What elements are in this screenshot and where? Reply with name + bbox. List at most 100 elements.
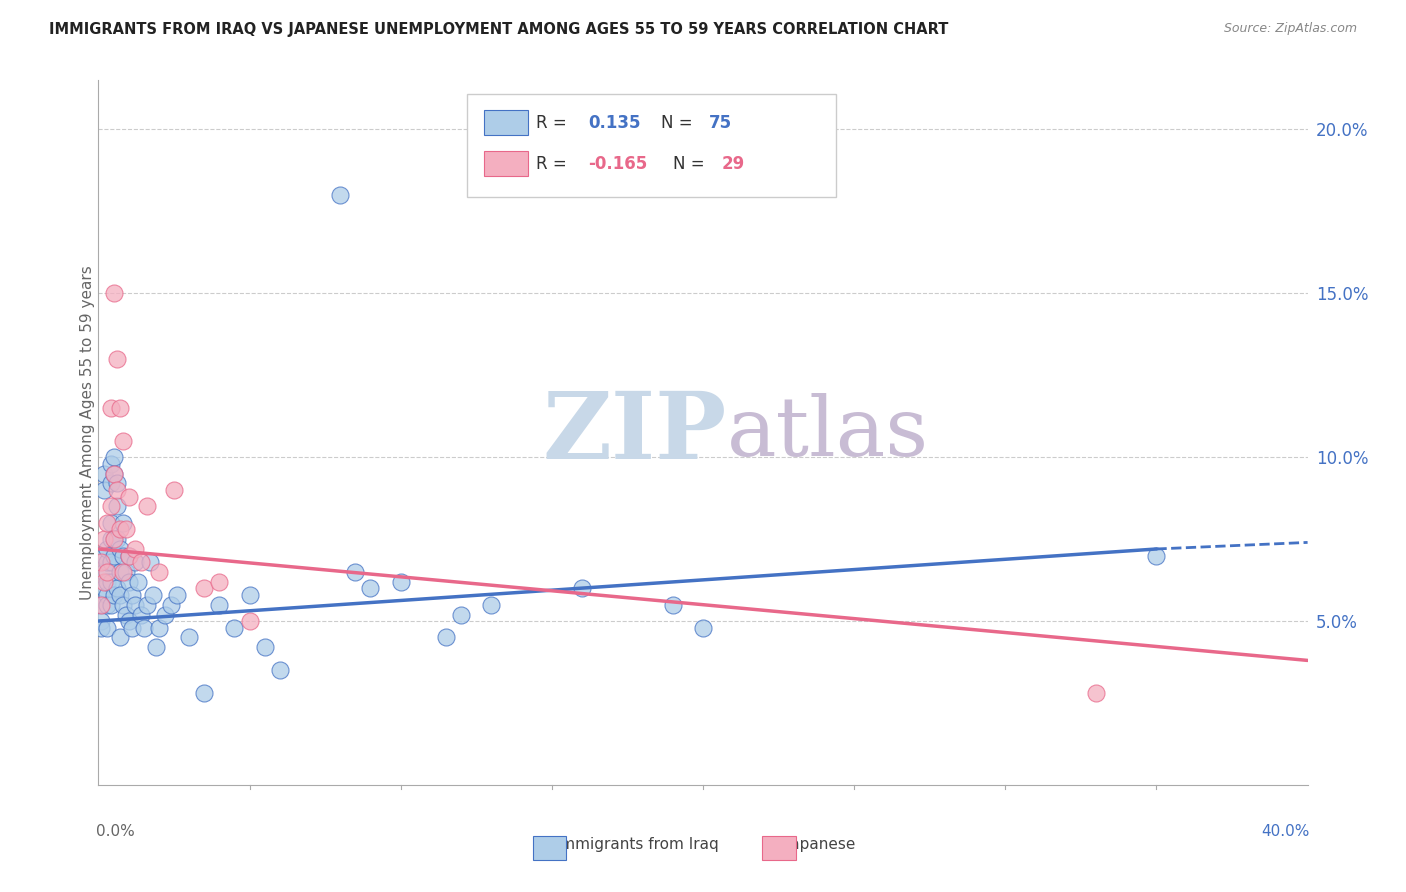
Point — [96, 555, 118, 569]
Point — [93, 532, 115, 546]
Point — [450, 607, 472, 622]
Text: N =: N = — [672, 155, 710, 173]
Point — [121, 588, 143, 602]
Point — [111, 549, 134, 563]
Point — [224, 621, 246, 635]
Point — [108, 522, 131, 536]
Point — [105, 351, 128, 366]
Point — [160, 598, 183, 612]
Point — [103, 532, 125, 546]
Point — [135, 500, 157, 514]
Text: 29: 29 — [721, 155, 744, 173]
Point — [103, 467, 125, 481]
Point — [142, 588, 165, 602]
Point — [96, 565, 118, 579]
Point — [108, 541, 131, 556]
Point — [434, 631, 457, 645]
Point — [135, 598, 157, 612]
Point — [90, 598, 112, 612]
Point — [108, 401, 131, 415]
Point — [111, 598, 134, 612]
FancyBboxPatch shape — [467, 95, 837, 196]
Text: ZIP: ZIP — [543, 388, 727, 477]
Point — [692, 621, 714, 635]
Point — [661, 598, 683, 612]
Point — [103, 549, 125, 563]
FancyBboxPatch shape — [484, 110, 527, 136]
Point — [269, 663, 291, 677]
Point — [90, 621, 112, 635]
Point — [100, 401, 122, 415]
Point — [239, 614, 262, 628]
Point — [105, 582, 128, 596]
Point — [127, 574, 149, 589]
Point — [103, 532, 125, 546]
Point — [100, 532, 122, 546]
Point — [90, 614, 112, 628]
Point — [103, 450, 125, 465]
Point — [111, 516, 134, 530]
Point — [208, 574, 231, 589]
Text: 0.0%: 0.0% — [96, 823, 135, 838]
Point — [132, 621, 155, 635]
Point — [239, 588, 262, 602]
Point — [103, 467, 125, 481]
Point — [105, 532, 128, 546]
Text: R =: R = — [536, 114, 572, 132]
Point — [571, 582, 593, 596]
Point — [329, 188, 352, 202]
Point — [179, 631, 201, 645]
Point — [148, 621, 170, 635]
Point — [100, 574, 122, 589]
Point — [96, 574, 118, 589]
Point — [124, 598, 146, 612]
Point — [253, 640, 276, 655]
Text: atlas: atlas — [727, 392, 929, 473]
Text: IMMIGRANTS FROM IRAQ VS JAPANESE UNEMPLOYMENT AMONG AGES 55 TO 59 YEARS CORRELAT: IMMIGRANTS FROM IRAQ VS JAPANESE UNEMPLO… — [49, 22, 949, 37]
Point — [360, 582, 382, 596]
Point — [90, 598, 112, 612]
Point — [118, 614, 141, 628]
Y-axis label: Unemployment Among Ages 55 to 59 years: Unemployment Among Ages 55 to 59 years — [80, 265, 94, 600]
Point — [118, 549, 141, 563]
Point — [114, 607, 136, 622]
Point — [100, 476, 122, 491]
Point — [96, 588, 118, 602]
Point — [153, 607, 176, 622]
Point — [100, 555, 122, 569]
Point — [96, 541, 118, 556]
Point — [481, 598, 503, 612]
Text: Source: ZipAtlas.com: Source: ZipAtlas.com — [1223, 22, 1357, 36]
Point — [114, 565, 136, 579]
FancyBboxPatch shape — [762, 836, 796, 860]
Point — [108, 565, 131, 579]
Point — [93, 565, 115, 579]
Point — [118, 490, 141, 504]
Point — [108, 588, 131, 602]
Point — [96, 598, 118, 612]
Point — [208, 598, 231, 612]
Point — [103, 286, 125, 301]
Point — [105, 500, 128, 514]
Point — [111, 434, 134, 448]
Point — [100, 457, 122, 471]
Point — [118, 574, 141, 589]
Point — [93, 483, 115, 497]
Point — [93, 467, 115, 481]
Point — [1144, 549, 1167, 563]
Text: 75: 75 — [709, 114, 733, 132]
Point — [93, 549, 115, 563]
Text: Japanese: Japanese — [776, 838, 855, 853]
FancyBboxPatch shape — [484, 151, 527, 176]
Point — [124, 555, 146, 569]
Point — [1085, 686, 1108, 700]
FancyBboxPatch shape — [533, 836, 567, 860]
Point — [124, 541, 146, 556]
Point — [118, 549, 141, 563]
Point — [105, 476, 128, 491]
Point — [93, 574, 115, 589]
Point — [193, 686, 215, 700]
Point — [108, 631, 131, 645]
Text: R =: R = — [536, 155, 572, 173]
Point — [193, 582, 215, 596]
